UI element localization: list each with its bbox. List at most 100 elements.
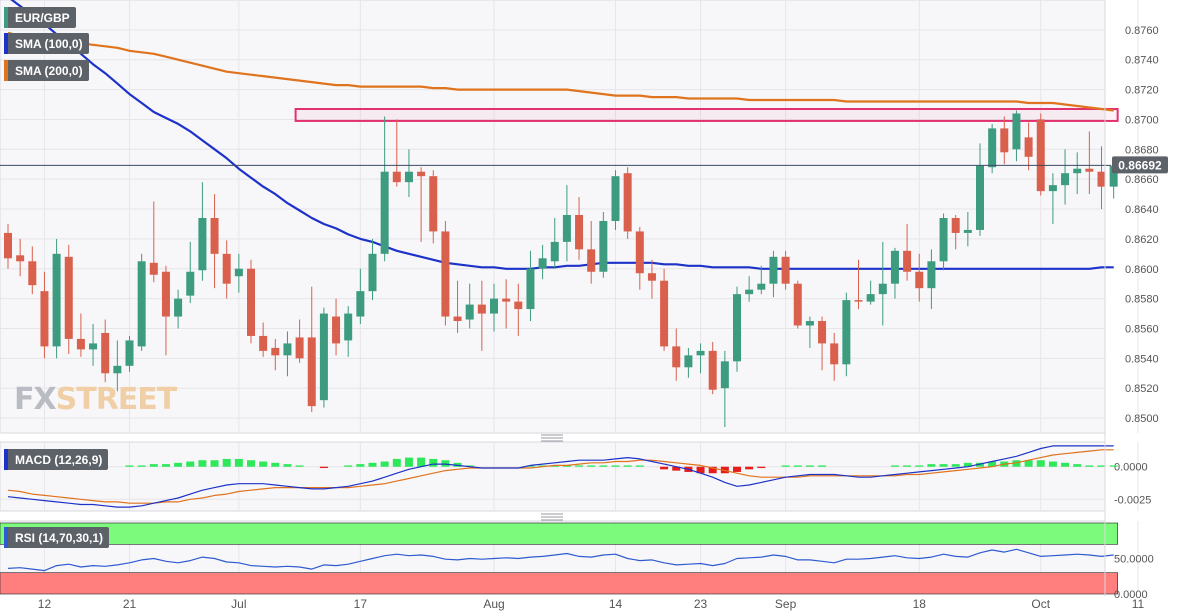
candle-body [696, 350, 705, 356]
rsi-oversold-zone [0, 572, 1118, 595]
candle-body [28, 261, 37, 286]
candle-body [259, 335, 268, 351]
candle-body [660, 280, 669, 347]
macd-hist-bar [550, 465, 559, 467]
macd-tick-label: -0.0025 [1114, 494, 1151, 506]
rsi-overbought-zone [0, 522, 1118, 545]
price-tick-label: 0.8600 [1125, 264, 1159, 276]
rsi-tick-label: 50.0000 [1114, 554, 1154, 566]
candle-body [502, 298, 511, 302]
candle-body [344, 313, 353, 341]
macd-hist-bar [781, 465, 790, 467]
macd-hist-bar [611, 465, 620, 467]
candle-body [271, 347, 280, 356]
candle-body [76, 338, 85, 350]
x-tick-label: 17 [354, 597, 368, 611]
candle-body [781, 256, 790, 284]
candle-body [319, 313, 328, 401]
fxstreet-watermark: FXSTREET [14, 382, 178, 417]
legend-rsi[interactable]: RSI (14,70,30,1) [4, 527, 110, 548]
candle-body [526, 268, 535, 310]
macd-hist-bar [1085, 465, 1094, 467]
macd-hist-bar [660, 466, 669, 470]
candle-body [307, 337, 316, 407]
candle-body [1061, 173, 1070, 186]
candle-body [927, 261, 936, 289]
x-tick-label: Oct [1031, 597, 1050, 611]
macd-hist-bar [210, 460, 219, 467]
macd-hist-bar [696, 466, 705, 474]
macd-hist-bar [392, 458, 401, 467]
price-tick-label: 0.8560 [1125, 323, 1159, 335]
candle-body [234, 268, 243, 277]
candle-body [490, 298, 498, 314]
watermark-part2: STREET [55, 382, 178, 417]
candle-body [635, 231, 644, 274]
macd-hist-bar [234, 458, 243, 467]
macd-hist-bar [708, 466, 717, 474]
macd-swatch [4, 449, 8, 470]
candle-body [939, 217, 948, 262]
candle-body [64, 256, 73, 339]
candle-body [40, 291, 49, 347]
candle-body [672, 346, 681, 368]
price-tick-label: 0.8760 [1125, 25, 1159, 37]
candle-body [720, 361, 729, 389]
macd-hist-bar [672, 466, 681, 471]
candle-body [4, 232, 12, 259]
macd-hist-bar [988, 461, 997, 467]
macd-hist-bar [1073, 464, 1082, 467]
candle-body [793, 283, 802, 326]
candle-body [404, 171, 413, 183]
legend-symbol[interactable]: EUR/GBP [4, 7, 76, 28]
candle-body [538, 258, 547, 269]
price-tick-label: 0.8680 [1125, 144, 1159, 156]
macd-hist-bar [380, 461, 389, 467]
candle-body [16, 255, 25, 262]
macd-hist-bar [793, 465, 802, 467]
price-tick-label: 0.8520 [1125, 383, 1159, 395]
candle-body [392, 171, 401, 183]
candle-body [842, 300, 851, 365]
candle-body [441, 231, 450, 317]
candle-body [380, 171, 389, 254]
legend-macd-label: MACD (12,26,9) [15, 452, 103, 467]
price-tick-label: 0.8720 [1125, 85, 1159, 97]
candle-body [161, 271, 170, 317]
legend-sma200[interactable]: SMA (200,0) [4, 60, 89, 81]
candle-body [963, 229, 972, 233]
candle-body [222, 253, 231, 284]
candle-body [210, 217, 219, 254]
current-price-tag [1112, 156, 1168, 174]
candle-body [174, 298, 183, 317]
macd-hist-bar [562, 465, 571, 467]
x-tick-label: Aug [483, 597, 504, 611]
legend-sma100-label: SMA (100,0) [15, 36, 83, 51]
candle-body [587, 249, 596, 272]
price-tick-label: 0.8580 [1125, 294, 1159, 306]
rsi-line [7, 548, 1114, 572]
macd-hist-bar [1048, 461, 1057, 467]
legend-sma100[interactable]: SMA (100,0) [4, 33, 89, 54]
candle-body [575, 215, 584, 250]
candle-body [465, 304, 474, 320]
candle-body [137, 261, 146, 347]
price-tick-label: 0.8740 [1125, 55, 1159, 67]
candle-body [890, 250, 899, 284]
candle-body [878, 283, 887, 295]
candle-body [101, 332, 110, 374]
candle-body [1024, 137, 1033, 157]
x-tick-label: 11 [1132, 597, 1145, 611]
macd-hist-bar [575, 465, 584, 467]
macd-hist-bar [186, 461, 195, 467]
macd-hist-bar [526, 465, 535, 467]
x-tick-label: 23 [694, 597, 708, 611]
legend-macd[interactable]: MACD (12,26,9) [4, 449, 109, 470]
macd-hist-bar [951, 464, 960, 467]
price-tick-label: 0.8660 [1125, 174, 1159, 186]
macd-hist-bar [283, 464, 292, 467]
macd-signal-line [7, 449, 1114, 504]
candle-body [52, 253, 61, 347]
macd-hist-bar [963, 462, 972, 467]
